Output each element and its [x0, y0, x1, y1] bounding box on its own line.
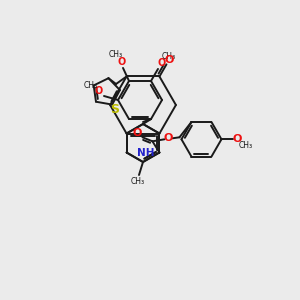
- Text: O: O: [164, 55, 174, 65]
- Text: O: O: [95, 86, 103, 96]
- Text: CH₃: CH₃: [109, 50, 123, 59]
- Text: O: O: [158, 58, 166, 68]
- Text: NH: NH: [136, 148, 154, 158]
- Text: CH₃: CH₃: [238, 141, 253, 150]
- Text: O: O: [133, 128, 142, 138]
- Text: O: O: [233, 134, 242, 144]
- Text: CH₃: CH₃: [84, 80, 98, 89]
- Text: O: O: [164, 133, 173, 143]
- Text: O: O: [118, 57, 126, 67]
- Text: S: S: [110, 103, 119, 116]
- Text: CH₃: CH₃: [131, 176, 145, 185]
- Text: CH₃: CH₃: [162, 52, 176, 62]
